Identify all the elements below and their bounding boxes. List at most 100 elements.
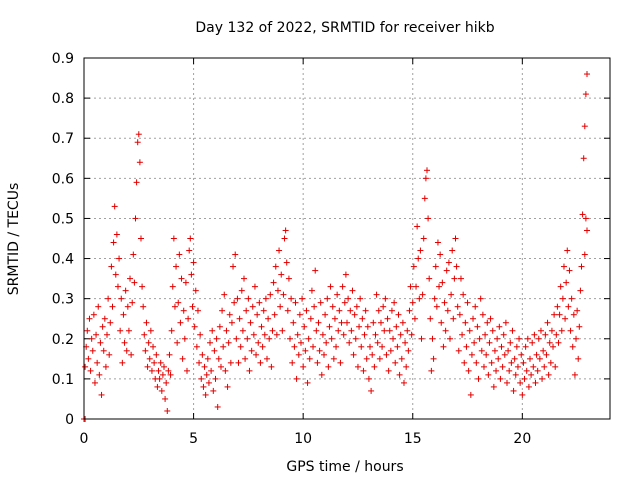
- data-point: [532, 379, 539, 386]
- data-point: [143, 319, 150, 326]
- data-point: [240, 275, 247, 282]
- data-point: [258, 323, 265, 330]
- data-point: [117, 327, 124, 334]
- x-tick-label: 0: [80, 431, 89, 447]
- data-point: [146, 355, 153, 362]
- data-point: [478, 347, 485, 354]
- data-point: [449, 247, 456, 254]
- y-tick-label: 0.7: [52, 131, 74, 147]
- data-point: [464, 299, 471, 306]
- data-point: [187, 235, 194, 242]
- data-point: [128, 351, 135, 358]
- data-point: [171, 303, 178, 310]
- data-point: [577, 287, 584, 294]
- data-point: [419, 291, 426, 298]
- data-point: [477, 295, 484, 302]
- data-point: [544, 319, 551, 326]
- data-point: [573, 335, 580, 342]
- data-point: [496, 323, 503, 330]
- data-point: [373, 291, 380, 298]
- data-point: [319, 331, 326, 338]
- data-point: [575, 355, 582, 362]
- data-point: [230, 263, 237, 270]
- data-point: [546, 339, 553, 346]
- data-points: [81, 71, 590, 422]
- data-point: [164, 407, 171, 414]
- data-point: [316, 347, 323, 354]
- data-point: [356, 323, 363, 330]
- data-point: [439, 279, 446, 286]
- data-point: [155, 367, 162, 374]
- data-point: [444, 307, 451, 314]
- data-point: [204, 355, 211, 362]
- data-point: [278, 271, 285, 278]
- data-point: [223, 327, 230, 334]
- data-point: [358, 343, 365, 350]
- data-point: [553, 331, 560, 338]
- data-point: [437, 251, 444, 258]
- data-point: [329, 303, 336, 310]
- data-point: [101, 315, 108, 322]
- data-point: [517, 379, 524, 386]
- data-point: [523, 367, 530, 374]
- data-point: [501, 351, 508, 358]
- data-point: [245, 295, 252, 302]
- data-point: [520, 359, 527, 366]
- data-point: [554, 303, 561, 310]
- data-point: [87, 367, 94, 374]
- data-point: [94, 359, 101, 366]
- data-point: [313, 327, 320, 334]
- data-point: [551, 311, 558, 318]
- data-point: [135, 131, 142, 138]
- data-point: [457, 275, 464, 282]
- data-point: [305, 335, 312, 342]
- data-point: [547, 359, 554, 366]
- data-point: [473, 359, 480, 366]
- data-point: [450, 315, 457, 322]
- data-point: [557, 283, 564, 290]
- data-point: [167, 371, 174, 378]
- data-point: [465, 367, 472, 374]
- data-point: [337, 359, 344, 366]
- data-point: [340, 331, 347, 338]
- x-tick-label: 5: [189, 431, 198, 447]
- data-point: [184, 367, 191, 374]
- data-point: [158, 387, 165, 394]
- data-point: [487, 315, 494, 322]
- data-point: [247, 319, 254, 326]
- data-point: [199, 351, 206, 358]
- data-point: [335, 327, 342, 334]
- data-point: [208, 367, 215, 374]
- data-point: [367, 343, 374, 350]
- data-point: [176, 251, 183, 258]
- data-point: [248, 347, 255, 354]
- data-point: [156, 375, 163, 382]
- data-point: [579, 211, 586, 218]
- data-point: [209, 327, 216, 334]
- data-point: [451, 275, 458, 282]
- data-point: [387, 347, 394, 354]
- data-point: [82, 363, 89, 370]
- data-point: [519, 391, 526, 398]
- data-point: [102, 363, 109, 370]
- data-point: [396, 371, 403, 378]
- data-point: [461, 359, 468, 366]
- data-point: [407, 283, 414, 290]
- data-point: [495, 355, 502, 362]
- data-point: [159, 371, 166, 378]
- data-point: [295, 351, 302, 358]
- data-point: [242, 355, 249, 362]
- data-point: [121, 339, 128, 346]
- data-point: [491, 347, 498, 354]
- data-point: [341, 299, 348, 306]
- data-point: [111, 203, 118, 210]
- data-point: [514, 363, 521, 370]
- data-point: [154, 383, 161, 390]
- data-point: [582, 215, 589, 222]
- data-point: [528, 371, 535, 378]
- data-point: [524, 335, 531, 342]
- data-point: [277, 303, 284, 310]
- data-point: [150, 343, 157, 350]
- data-point: [168, 327, 175, 334]
- data-point: [467, 391, 474, 398]
